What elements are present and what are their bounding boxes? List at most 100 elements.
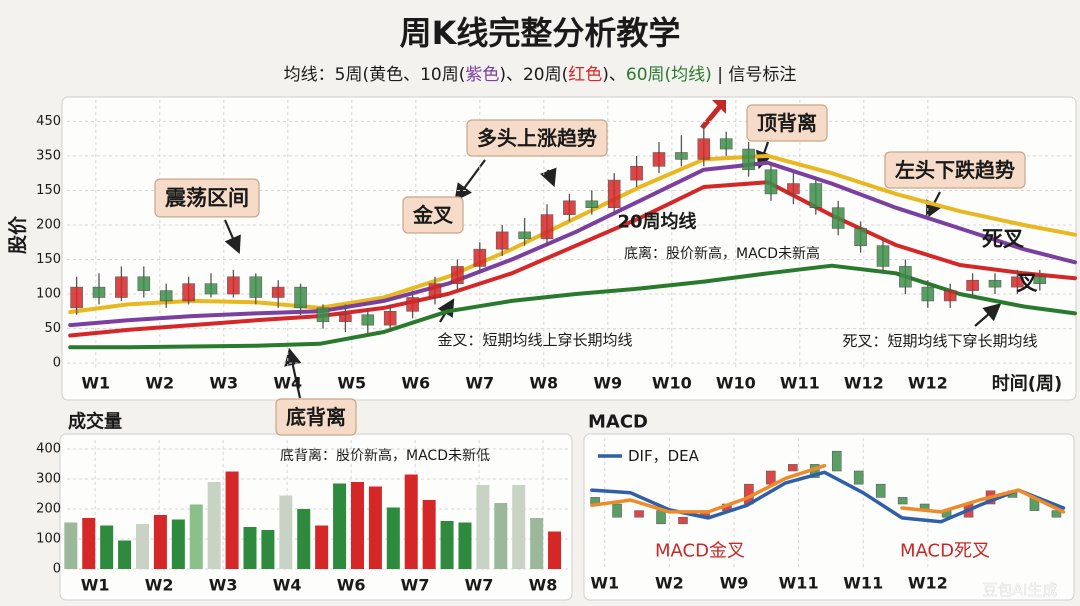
volume-bar (530, 518, 544, 569)
candle-body (612, 503, 622, 518)
volume-bar (82, 518, 96, 569)
annotation: 顶背离 (757, 111, 817, 135)
ma-line (590, 463, 1066, 514)
candle-body (339, 314, 352, 322)
candle-body (656, 510, 666, 525)
x-tick-label: W1 (590, 574, 619, 593)
volume-bar (404, 474, 418, 569)
y-tick-label: 300 (36, 472, 61, 487)
candle-body (585, 200, 599, 209)
candle-body (451, 266, 464, 284)
volume-bar (512, 485, 526, 569)
x-axis-label: 时间(周) (992, 374, 1062, 395)
annotation: 死叉 (982, 227, 1025, 251)
annotation-box (466, 119, 608, 157)
candle-body (697, 138, 711, 160)
candle-body (787, 183, 800, 195)
candle-body (540, 214, 554, 240)
y-tick-label: 450 (36, 114, 61, 129)
subtitle-part: )、20周( (499, 65, 568, 85)
ma-line (68, 180, 1077, 338)
volume-bar (136, 524, 150, 569)
x-tick-label: W6 (401, 374, 430, 393)
x-tick-label: W7 (465, 374, 494, 393)
annotation-box (275, 398, 357, 436)
candle-body (831, 207, 845, 229)
x-tick-label: W11 (780, 374, 820, 393)
candle-body (809, 183, 823, 209)
watermark: 豆包AI生成 (983, 581, 1058, 599)
candle-body (271, 286, 285, 298)
x-tick-label: W6 (337, 576, 366, 595)
volume-bar (333, 483, 347, 569)
candle-body (921, 286, 935, 302)
volume-bar (548, 531, 562, 569)
candle-body (294, 286, 307, 309)
annotation-box (402, 196, 464, 234)
x-tick-label: W7 (465, 576, 494, 595)
candle-body (897, 497, 908, 505)
candle-body (764, 169, 778, 195)
candle-body (876, 245, 890, 267)
volume-bar (207, 482, 221, 569)
volume-bar (476, 485, 490, 569)
volume-bar (243, 527, 257, 569)
x-tick-label: W4 (273, 374, 302, 393)
volume-bar (440, 521, 454, 569)
y-tick-label: 0 (53, 356, 61, 371)
candle-body (788, 464, 798, 472)
candle-body (249, 276, 263, 298)
volume-bar (350, 482, 364, 569)
x-tick-label: W1 (81, 374, 110, 393)
x-tick-label: W2 (655, 574, 684, 593)
up-arrow (700, 102, 724, 130)
page-title: 周K线完整分析教学 (400, 14, 681, 52)
annotation-box (746, 104, 828, 142)
annotation: 多头上涨趋势 (477, 126, 597, 150)
candle-body (518, 231, 531, 240)
volume-bar (171, 519, 185, 569)
y-tick-label: 400 (36, 442, 61, 457)
annotation-box (154, 178, 260, 218)
candle-body (563, 200, 576, 215)
candle-body (766, 470, 776, 485)
candle-body (652, 152, 666, 167)
candle-body (988, 279, 1002, 288)
candle-body (204, 283, 218, 295)
candle-body (70, 286, 83, 309)
candle-body (495, 231, 509, 250)
y-tick-label: 200 (36, 502, 61, 517)
candle-body (406, 297, 419, 312)
subtitle: 均线：5周(黄色、10周(紫色)、20周(红色)、60周(均线) | 信号标注 (284, 65, 797, 85)
x-tick-label: W8 (529, 374, 558, 393)
macd-panel (583, 433, 1075, 601)
candle-body (1051, 510, 1062, 518)
candle-body (899, 266, 912, 288)
x-tick-label: W3 (209, 374, 238, 393)
volume-bar (422, 500, 436, 569)
candle-body (853, 470, 864, 485)
candle-body (473, 248, 487, 267)
volume-bar (225, 471, 239, 569)
candle-body (115, 276, 128, 298)
y-tick-label: 100 (36, 532, 61, 547)
subtitle-part: | 信号标注 (712, 65, 797, 85)
annotation: 左头下跌趋势 (895, 158, 1015, 182)
subtitle-part: 红色 (568, 65, 602, 85)
x-tick-label: W12 (908, 574, 948, 593)
ma-line (590, 470, 1066, 524)
chart-title: MACD (588, 412, 648, 433)
annotation: 底背离：股价新高，MACD未新低 (280, 447, 490, 464)
subtitle-part: 紫色 (465, 65, 499, 85)
candle-body (137, 276, 151, 291)
annotation: MACD金叉 (655, 541, 745, 562)
chart-title: 成交量 (68, 411, 122, 433)
candle-body (1011, 276, 1024, 288)
ma-line (68, 263, 1077, 350)
y-tick-label: 150 (36, 183, 61, 198)
y-axis-label: 股价 (7, 215, 29, 254)
candle-body (719, 138, 733, 150)
candle-body (1033, 276, 1047, 284)
subtitle-part: 60周(均线) (626, 65, 712, 85)
